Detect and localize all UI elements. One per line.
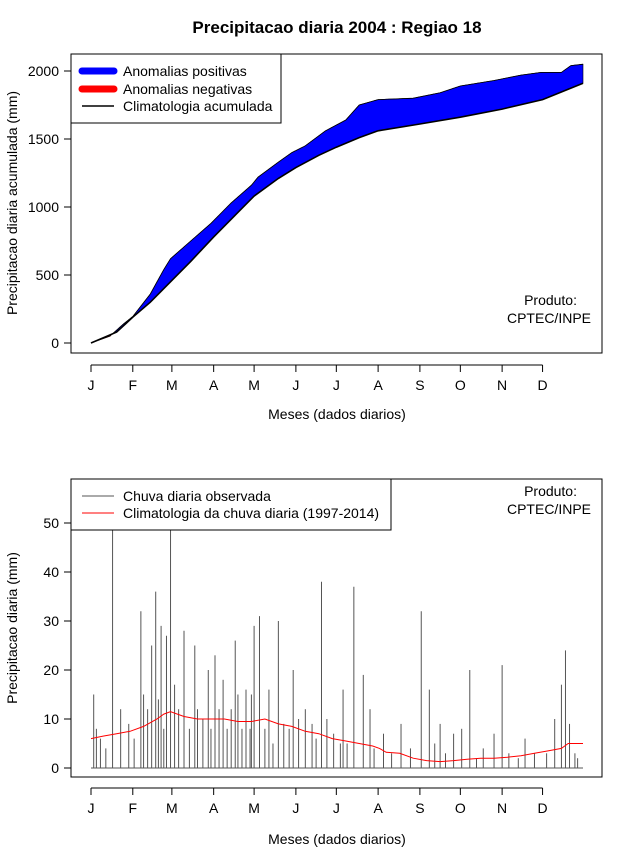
top-x-tick-label: J — [88, 377, 95, 393]
bottom-x-tick-label: N — [497, 800, 507, 816]
bottom-x-tick-label: D — [537, 800, 547, 816]
daily-climatology-polyline — [90, 711, 583, 763]
top-y-tick-label: 1500 — [28, 131, 59, 147]
top-x-tick-label: D — [537, 377, 547, 393]
bottom-x-tick-label: F — [129, 800, 138, 816]
bottom-annotation-line2: CPTEC/INPE — [507, 501, 591, 517]
top-x-tick-label: A — [209, 377, 219, 393]
top-x-tick-label: S — [415, 377, 424, 393]
bottom-x-tick-label: J — [292, 800, 299, 816]
top-x-tick-label: M — [166, 377, 178, 393]
top-y-tick-label: 2000 — [28, 63, 59, 79]
top-y-axis-title: Precipitacao diaria acumulada (mm) — [4, 91, 20, 315]
top-x-tick-label: F — [129, 377, 138, 393]
observed-daily-bars — [91, 523, 583, 769]
top-legend: Anomalias positivas Anomalias negativas … — [70, 53, 282, 124]
top-x-tick-label: A — [373, 377, 383, 393]
top-y-tick-label: 1000 — [28, 199, 59, 215]
top-x-tick-label: O — [455, 377, 466, 393]
top-x-tick-label: J — [333, 377, 340, 393]
climatology-cumulative-line — [90, 63, 584, 344]
legend-label-positive: Anomalias positivas — [123, 63, 247, 79]
top-chart-title: Precipitacao diaria 2004 : Regiao 18 — [192, 18, 481, 37]
bottom-x-axis-title: Meses (dados diarios) — [268, 831, 406, 847]
bottom-x-tick-label: A — [209, 800, 219, 816]
bottom-x-tick-label: J — [88, 800, 95, 816]
bottom-y-tick-label: 30 — [43, 613, 59, 629]
top-y-axis: 0 500 1000 1500 2000 — [28, 63, 72, 351]
bottom-x-tick-label: M — [248, 800, 260, 816]
bottom-y-tick-label: 0 — [51, 760, 59, 776]
bottom-y-tick-label: 10 — [43, 711, 59, 727]
top-chart: Precipitacao diaria 2004 : Regiao 18 0 50… — [4, 18, 603, 422]
top-annotation-line1: Produto: — [524, 292, 577, 308]
climatology-cumulative-polyline — [90, 82, 584, 344]
legend-label-observed: Chuva diaria observada — [123, 488, 271, 504]
bottom-y-tick-label: 20 — [43, 662, 59, 678]
bottom-x-tick-label: M — [166, 800, 178, 816]
bottom-y-tick-label: 50 — [43, 515, 59, 531]
observed-cumulative-line — [90, 63, 584, 344]
top-annotation-line2: CPTEC/INPE — [507, 310, 591, 326]
top-y-tick-label: 500 — [36, 267, 60, 283]
bottom-y-tick-label: 40 — [43, 564, 59, 580]
top-x-axis-title: Meses (dados diarios) — [268, 406, 406, 422]
bottom-x-tick-label: O — [455, 800, 466, 816]
bottom-y-axis-title: Precipitacao diaria (mm) — [4, 552, 20, 704]
bottom-x-tick-label: S — [415, 800, 424, 816]
top-x-tick-label: M — [248, 377, 260, 393]
legend-label-daily-climatology: Climatologia da chuva diaria (1997-2014) — [123, 505, 379, 521]
legend-label-climatology: Climatologia acumulada — [123, 98, 273, 114]
bottom-x-tick-label: A — [373, 800, 383, 816]
bottom-x-tick-label: J — [333, 800, 340, 816]
legend-label-negative: Anomalias negativas — [123, 81, 252, 97]
top-x-tick-label: N — [497, 377, 507, 393]
bottom-chart: 0 10 20 30 40 50 J F M A M J J A S O N D Meses (dados di… — [4, 478, 603, 847]
bottom-annotation-line1: Produto: — [524, 483, 577, 499]
top-x-tick-label: J — [292, 377, 299, 393]
bottom-legend: Chuva diaria observada Climatologia da c… — [70, 478, 392, 531]
climatology-daily-line — [90, 711, 583, 763]
bottom-legend-box — [70, 478, 392, 531]
top-y-tick-label: 0 — [51, 335, 59, 351]
bottom-y-axis: 0 10 20 30 40 50 — [43, 515, 72, 776]
